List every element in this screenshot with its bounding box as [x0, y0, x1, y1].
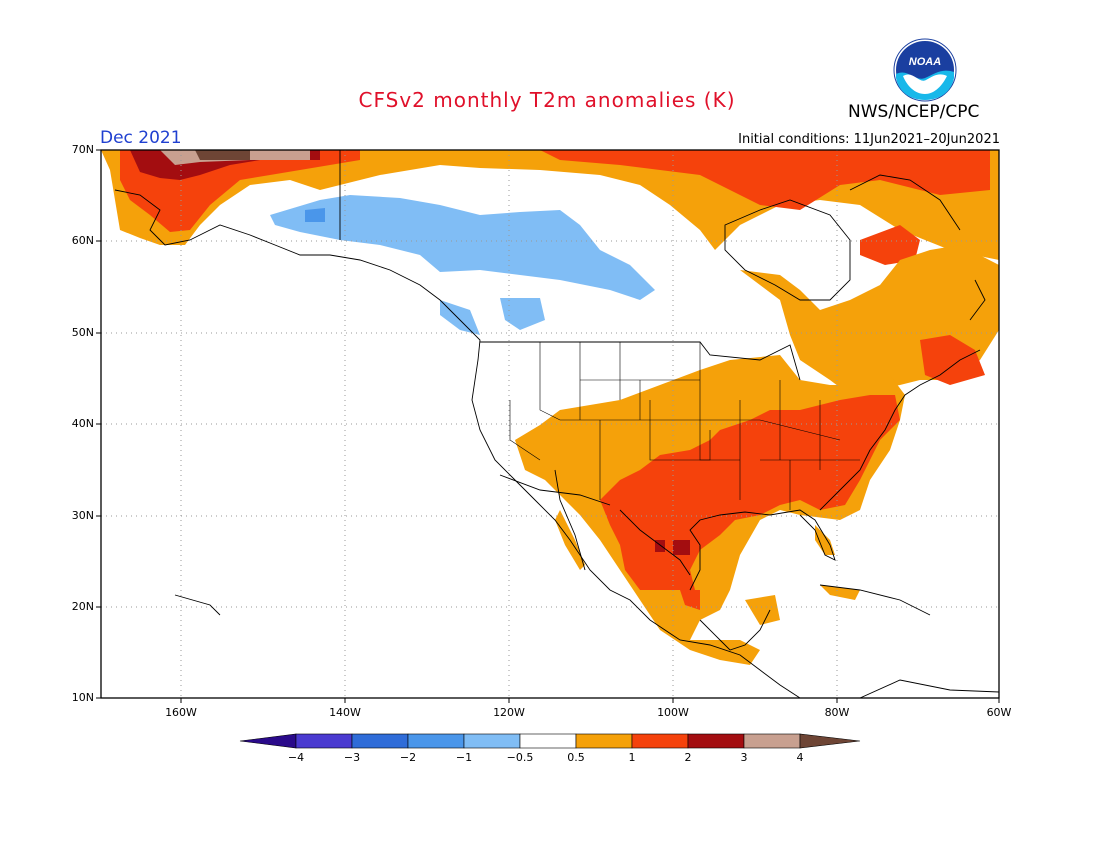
lon-label: 60W [986, 706, 1012, 719]
map-title: CFSv2 monthly T2m anomalies (K) [358, 88, 736, 112]
colorbar-segment [463, 733, 521, 749]
colorbar-segment [743, 733, 801, 749]
colorbar-segment [407, 733, 465, 749]
very-warm-region-texas-2 [655, 540, 665, 552]
lon-label: 100W [657, 706, 689, 719]
lat-label: 70N [71, 143, 94, 156]
lat-label: 60N [71, 234, 94, 247]
colorbar-segment [239, 733, 297, 749]
very-warm-region-texas [673, 540, 690, 555]
lon-label: 140W [329, 706, 361, 719]
agency-label: NWS/NCEP/CPC [848, 102, 980, 122]
lat-label: 20N [71, 600, 94, 613]
colorbar-label: −0.5 [506, 751, 534, 764]
lat-label: 10N [71, 691, 94, 704]
strong-warm-region-maritimes [920, 335, 985, 385]
lat-label: 30N [71, 509, 94, 522]
strong-warm-region-arctic-canada [540, 150, 990, 210]
lat-label: 40N [71, 417, 94, 430]
colorbar-label: −4 [287, 751, 305, 764]
colorbar-segment [799, 733, 861, 749]
lon-label: 120W [493, 706, 525, 719]
cool-region-western-canada [270, 195, 655, 300]
warm-region-central-america [745, 595, 780, 625]
coastlines [114, 150, 999, 698]
lat-label: 50N [71, 326, 94, 339]
moderate-cool-region [305, 208, 325, 222]
colorbar-label: 1 [628, 751, 636, 764]
cool-region-gulf-of-alaska [440, 300, 480, 335]
colorbar-segment [687, 733, 745, 749]
anomaly-fields [101, 150, 999, 665]
state-borders [509, 342, 860, 510]
colorbar-segment [631, 733, 689, 749]
warm-region-florida [815, 525, 835, 555]
colorbar-label: 3 [740, 751, 748, 764]
lon-label: 80W [824, 706, 850, 719]
initial-conditions-label: Initial conditions: 11Jun2021–20Jun2021 [738, 132, 1000, 147]
colorbar [239, 733, 861, 749]
colorbar-label: 2 [684, 751, 692, 764]
lon-label: 160W [165, 706, 197, 719]
colorbar-label: −2 [399, 751, 417, 764]
cool-region-bc [500, 298, 545, 330]
axis-ticks [96, 149, 1000, 703]
logo-text: NOAA [909, 56, 941, 68]
colorbar-segment [351, 733, 409, 749]
noaa-logo-icon: NOAA [893, 38, 957, 102]
colorbar-segment [295, 733, 353, 749]
strong-warm-region-mexico-gulf [680, 590, 700, 610]
extreme-warm-region-alaska-2 [195, 150, 250, 160]
colorbar-label: 0.5 [567, 751, 585, 764]
colorbar-label: −3 [343, 751, 361, 764]
colorbar-label: −1 [455, 751, 473, 764]
colorbar-label: 4 [796, 751, 804, 764]
colorbar-segment [519, 733, 577, 749]
colorbar-segment [575, 733, 633, 749]
forecast-month-label: Dec 2021 [100, 128, 182, 148]
strong-warm-region-labrador [860, 225, 920, 265]
